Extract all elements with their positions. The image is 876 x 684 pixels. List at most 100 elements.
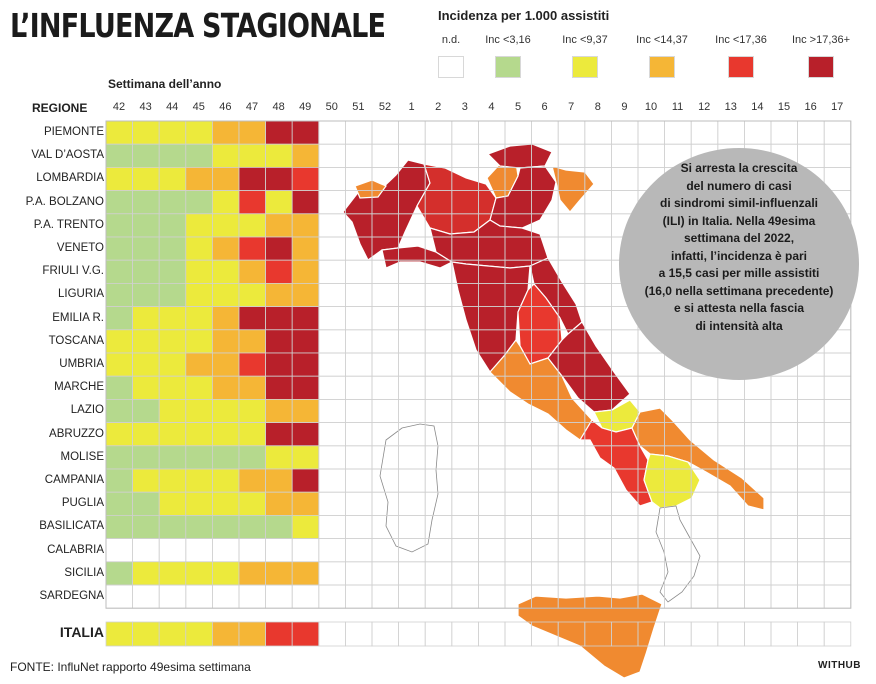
heatmap-cell-empty <box>318 259 346 284</box>
heatmap-cell <box>211 445 240 470</box>
map-region-calabria <box>655 505 701 603</box>
note-line: infatti, l’incidenza è pari <box>670 248 808 263</box>
week-tick-label: 48 <box>272 101 285 113</box>
heatmap-cell <box>185 375 213 400</box>
heatmap-cell-empty <box>477 398 506 423</box>
heatmap-cell-empty <box>717 422 745 447</box>
heatmap-cell <box>158 398 187 423</box>
heatmap-cell-empty <box>371 375 400 400</box>
total-cell-empty <box>451 621 479 647</box>
map-region-liguria <box>381 245 454 269</box>
heatmap-cell-empty <box>344 352 373 377</box>
heatmap-cell-empty <box>584 190 612 215</box>
heatmap-cell <box>132 259 160 284</box>
heatmap-cell-empty <box>717 538 745 563</box>
heatmap-cell <box>105 468 134 493</box>
heatmap-cell-empty <box>318 491 346 516</box>
heatmap-cell-empty <box>690 515 719 540</box>
total-cell-empty <box>504 621 533 647</box>
heatmap-cell <box>132 120 160 145</box>
grid-border <box>105 120 852 609</box>
heatmap-cell-empty <box>451 375 479 400</box>
heatmap-cell <box>158 143 187 168</box>
heatmap-cell-empty <box>584 259 612 284</box>
heatmap-cell <box>185 166 213 191</box>
heatmap-cell-empty <box>690 584 719 609</box>
map-region-piemonte <box>342 159 431 261</box>
heatmap-cell-empty <box>797 422 825 447</box>
heatmap-cell <box>185 398 213 423</box>
heatmap-cell-empty <box>557 515 586 540</box>
heatmap-cell <box>238 120 267 145</box>
week-tick-label: 9 <box>621 101 628 113</box>
brand-logo: WITHUB <box>818 660 861 671</box>
region-label: LAZIO <box>70 404 104 417</box>
heatmap-cell <box>158 120 187 145</box>
heatmap-cell-empty <box>744 120 772 145</box>
heatmap-cell-empty <box>744 445 772 470</box>
heatmap-cell-empty <box>344 561 373 586</box>
heatmap-cell-empty <box>344 491 373 516</box>
heatmap-cell <box>211 515 240 540</box>
heatmap-cell <box>132 329 160 354</box>
region-label: FRIULI V.G. <box>42 265 104 278</box>
heatmap-cell <box>132 166 160 191</box>
total-cell-empty <box>371 621 400 647</box>
heatmap-cell <box>291 352 320 377</box>
map-region-lombardia <box>416 163 497 235</box>
heatmap-cell <box>211 306 240 331</box>
heatmap-cell-empty <box>318 352 346 377</box>
heatmap-cell <box>211 213 240 238</box>
map-region-toscana <box>451 261 531 373</box>
heatmap-cell-empty <box>611 352 639 377</box>
heatmap-cell <box>265 282 293 307</box>
heatmap-cell-empty <box>477 120 506 145</box>
heatmap-cell-empty <box>823 538 852 563</box>
heatmap-cell-empty <box>557 445 586 470</box>
heatmap-cell-empty <box>504 468 533 493</box>
note-circle <box>619 148 859 380</box>
heatmap-cell <box>105 329 134 354</box>
region-label: LOMBARDIA <box>36 172 104 185</box>
heatmap-cell-empty <box>318 329 346 354</box>
heatmap-cell-empty <box>797 445 825 470</box>
heatmap-cell-empty <box>770 515 799 540</box>
heatmap-cell-empty <box>211 538 240 563</box>
week-axis-title: Settimana dell’anno <box>108 77 222 91</box>
heatmap-cell <box>211 190 240 215</box>
legend-swatch <box>808 56 834 78</box>
heatmap-cell-empty <box>717 561 745 586</box>
heatmap-cell-empty <box>770 584 799 609</box>
total-cell <box>105 621 134 647</box>
heatmap-cell-empty <box>531 538 559 563</box>
heatmap-cell <box>238 282 267 307</box>
heatmap-cell <box>185 445 213 470</box>
heatmap-cell-empty <box>744 584 772 609</box>
heatmap-cell-empty <box>797 491 825 516</box>
heatmap-cell-empty <box>185 538 213 563</box>
heatmap-cell <box>158 445 187 470</box>
total-cell-empty <box>477 621 506 647</box>
heatmap-cell <box>265 213 293 238</box>
heatmap-cell-empty <box>451 515 479 540</box>
heatmap-cell-empty <box>823 422 852 447</box>
heatmap-cell-empty <box>344 329 373 354</box>
heatmap-cell <box>105 375 134 400</box>
heatmap-cell-empty <box>371 120 400 145</box>
legend-swatch <box>572 56 598 78</box>
heatmap-cell-empty <box>398 120 426 145</box>
heatmap-cell-empty <box>451 538 479 563</box>
heatmap-cell-empty <box>477 584 506 609</box>
heatmap-cell-empty <box>557 213 586 238</box>
week-tick-label: 47 <box>245 101 259 113</box>
heatmap-cell <box>132 375 160 400</box>
total-cell-empty <box>717 621 745 647</box>
heatmap-cell-empty <box>158 584 187 609</box>
total-cell <box>158 621 187 647</box>
heatmap-cell-empty <box>770 538 799 563</box>
legend-label: Inc <14,37 <box>636 34 688 46</box>
heatmap-cell-empty <box>398 306 426 331</box>
heatmap-cell <box>291 445 320 470</box>
heatmap-cell <box>158 166 187 191</box>
heatmap-cell <box>132 306 160 331</box>
